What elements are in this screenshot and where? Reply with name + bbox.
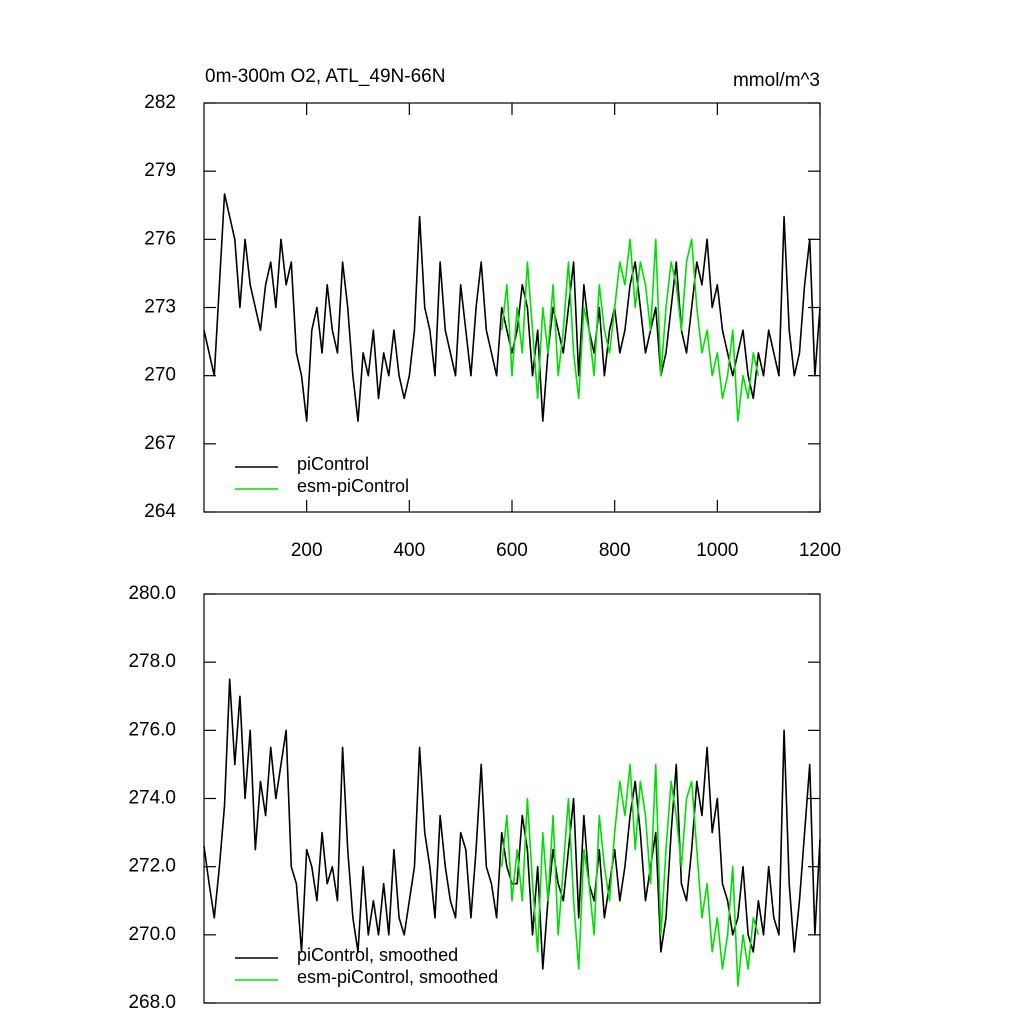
y-tick-label: 270 <box>144 365 176 386</box>
y-tick-label: 282 <box>144 92 176 113</box>
x-tick-label: 1000 <box>696 540 738 561</box>
data-line <box>203 193 821 422</box>
y-tick-label: 279 <box>144 160 176 181</box>
y-tick-label: 276.0 <box>128 719 176 740</box>
y-tick-label: 274.0 <box>128 788 176 809</box>
x-tick-label: 600 <box>496 540 528 561</box>
legend-label: esm-piControl, smoothed <box>297 967 498 987</box>
y-tick-label: 273 <box>144 297 176 318</box>
data-line <box>203 678 821 970</box>
chart-title: 0m-300m O2, ATL_49N-66N <box>205 66 445 87</box>
y-tick-label: 280.0 <box>128 583 176 604</box>
y-tick-label: 270.0 <box>128 924 176 945</box>
y-tick-label: 264 <box>144 501 176 522</box>
y-tick-label: 268.0 <box>128 992 176 1013</box>
data-line <box>500 763 760 987</box>
units-label: mmol/m^3 <box>733 70 820 91</box>
x-tick-label: 800 <box>599 540 631 561</box>
data-line <box>500 238 760 422</box>
x-tick-label: 1200 <box>799 540 841 561</box>
legend-label: piControl, smoothed <box>297 945 458 965</box>
x-tick-label: 200 <box>291 540 323 561</box>
y-tick-label: 267 <box>144 433 176 454</box>
x-tick-label: 400 <box>393 540 425 561</box>
y-tick-label: 278.0 <box>128 651 176 672</box>
y-tick-label: 276 <box>144 228 176 249</box>
legend-label: piControl <box>297 454 369 474</box>
y-tick-label: 272.0 <box>128 856 176 877</box>
legend-label: esm-piControl <box>297 476 409 496</box>
